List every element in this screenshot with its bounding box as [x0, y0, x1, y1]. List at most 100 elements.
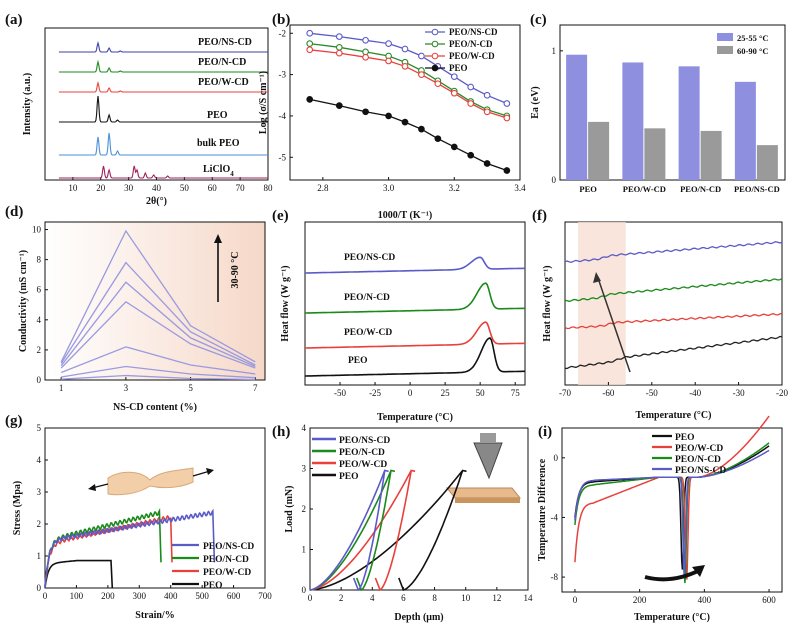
- panel-d-xlabel: NS-CD content (%): [113, 402, 197, 413]
- panel-e-curve-label: PEO/N-CD: [344, 293, 390, 303]
- panel-b-marker: [362, 36, 369, 44]
- panel-i-arrowhead: [692, 565, 705, 577]
- panel-b-x-tick-label: 3.4: [514, 183, 526, 193]
- panel-b-y-tick-label: -4: [279, 111, 287, 121]
- panel-f-frame: [564, 221, 783, 386]
- panel-f-series-PEO: [564, 335, 783, 370]
- panel-e-x-tick-label: 0: [408, 388, 413, 398]
- panel-d-series-70 °C: [60, 281, 256, 368]
- panel-c-category-label: PEO/NS-CD: [734, 184, 780, 194]
- panel-f-highlight: [578, 222, 626, 385]
- panel-g-legend-label: PEO/W-CD: [203, 568, 251, 578]
- panel-d-y-tick-label: 2: [37, 345, 42, 355]
- panel-c-category-label: PEO: [579, 184, 597, 194]
- panel-a-ylabel: Intensity (a.u.): [22, 73, 33, 136]
- panel-b-legend-label: PEO: [449, 63, 468, 73]
- panel-c-bar-25-55 °C: [566, 54, 588, 181]
- panel-h-x-tick-label: 0: [308, 593, 313, 603]
- panel-d-y-tick-label: 10: [32, 225, 42, 235]
- panel-a-series-bulk PEO: [58, 132, 268, 156]
- panel-d-x-tick-label: 7: [253, 383, 258, 393]
- panel-h-y-tick-label: 3: [302, 464, 307, 474]
- panel-b-marker: [450, 89, 458, 97]
- panel-h-y-tick-label: 4: [302, 423, 307, 433]
- panel-a-xlabel: 2θ(°): [146, 196, 167, 207]
- panel-g-label: (g): [5, 413, 23, 429]
- panel-b-marker: [418, 52, 425, 60]
- panel-b-marker: [401, 45, 409, 53]
- panel-a-series-PEO/N-CD: [58, 59, 268, 73]
- panel-a-curve-label: PEO: [207, 110, 228, 121]
- panel-c-legend-label: 60-90 °C: [737, 46, 769, 56]
- panel-d-x-tick-label: 5: [188, 383, 193, 393]
- panel-g-legend-label: PEO/N-CD: [203, 555, 249, 565]
- panel-e-series-PEO: [305, 337, 525, 377]
- panel-e-x-tick-label: -25: [369, 388, 381, 398]
- panel-a-series-PEO/NS-CD: [58, 41, 268, 53]
- panel-b-legend-marker: [431, 28, 439, 36]
- panel-c-y-tick-label: 1: [552, 46, 557, 56]
- panel-b-marker: [306, 46, 314, 54]
- panel-a-x-tick-label: 50: [180, 183, 190, 193]
- panel-a-curve-label: bulk PEO: [197, 138, 240, 149]
- panel-e-x-tick-label: 75: [511, 388, 521, 398]
- panel-c-legend-swatch: [717, 46, 733, 54]
- panel-c-category-label: PEO/N-CD: [680, 184, 721, 194]
- panel-c-bar-25-55 °C: [678, 66, 700, 180]
- panel-b-y-tick-label: -3: [279, 70, 287, 80]
- panel-i-frame: [561, 427, 783, 593]
- panel-h-legend-label: PEO: [339, 472, 359, 482]
- panel-h-series-PEO: [309, 469, 467, 592]
- panel-a-x-tick-label: 40: [152, 183, 162, 193]
- panel-b-marker: [335, 102, 343, 109]
- panel-d-series-30 °C: [61, 374, 256, 381]
- panel-b-marker: [483, 160, 491, 167]
- panel-d-x-tick-label: 1: [59, 383, 64, 393]
- panel-h-series-PEO/NS-CD: [309, 469, 389, 592]
- panel-i-y-tick-label: -4: [551, 512, 559, 522]
- panel-b-marker: [385, 112, 392, 120]
- panel-b-marker: [362, 48, 369, 56]
- panel-a-curve-label: PEO/NS-CD: [198, 37, 252, 48]
- panel-g-xlabel: Strain/%: [135, 610, 174, 621]
- panel-g-arrowhead: [206, 468, 214, 475]
- panel-b-marker: [401, 118, 409, 126]
- panel-i-legend-label: PEO/NS-CD: [675, 466, 726, 476]
- panel-b-marker: [450, 143, 458, 151]
- panel-g-x-tick-label: 700: [258, 591, 272, 601]
- panel-i-ylabel: Temperature Difference: [537, 458, 548, 561]
- panel-h-x-tick-label: 10: [461, 593, 471, 603]
- panel-g-x-tick-label: 400: [164, 591, 178, 601]
- panel-f-x-tick-label: -20: [776, 388, 788, 398]
- panel-a-x-tick-label: 30: [124, 183, 134, 193]
- panel-b-marker: [503, 114, 511, 122]
- panel-b-marker: [483, 91, 491, 99]
- panel-f-x-tick-label: -60: [602, 388, 614, 398]
- panel-b-ylabel: Log (σ/S cm⁻¹): [258, 71, 269, 134]
- panel-f-x-tick-label: -70: [559, 388, 571, 398]
- panel-c-bar-25-55 °C: [622, 62, 644, 181]
- panel-c-y-tick-label: 0: [552, 175, 557, 185]
- panel-b-marker: [467, 83, 475, 91]
- panel-h-sample: [455, 498, 520, 503]
- panel-a-subscript: 4: [230, 170, 234, 178]
- panel-d-series-50 °C: [60, 346, 256, 375]
- panel-f-series-PEO/W-CD: [564, 312, 783, 330]
- panel-e-xlabel: Temperature (°C): [377, 412, 453, 423]
- panel-i-y-tick-label: 0: [554, 453, 559, 463]
- panel-i-legend-label: PEO: [675, 433, 695, 443]
- panel-b-frame: [289, 24, 521, 181]
- panel-i-x-tick-label: 400: [698, 595, 712, 605]
- panel-i-x-tick-label: 200: [633, 595, 647, 605]
- panel-a-label: (a): [5, 12, 23, 28]
- panel-b-marker: [335, 49, 343, 57]
- panel-d-arrowhead: [214, 234, 222, 243]
- panel-e-ylabel: Heat flow (W g⁻¹): [280, 265, 291, 341]
- panel-g-x-tick-label: 200: [101, 591, 115, 601]
- panel-b-marker: [306, 96, 314, 103]
- panel-g-x-tick-label: 600: [227, 591, 241, 601]
- panel-h-y-tick-label: 1: [302, 545, 307, 555]
- panel-d-series-80 °C: [60, 261, 256, 366]
- panel-g-arrowhead: [88, 484, 96, 491]
- panel-c-bar-25-55 °C: [734, 81, 756, 180]
